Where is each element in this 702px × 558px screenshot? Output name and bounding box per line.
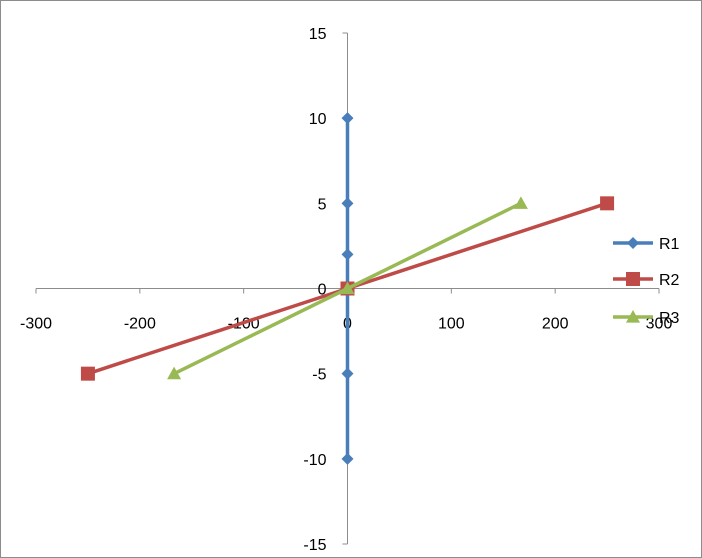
data-point-R1 [341,197,354,210]
legend-label: R2 [659,272,680,289]
y-tick-label: -10 [303,452,326,469]
legend-item-R1: R1 [613,236,680,253]
y-tick-label: 15 [309,26,327,43]
data-point-R3 [340,281,355,295]
series-R1 [341,112,354,465]
series-layer [80,112,615,465]
data-point-R1 [341,112,354,125]
data-point-R2 [80,366,95,381]
data-point-R1 [341,367,354,380]
x-tick-label: -300 [20,316,52,333]
legend-label: R3 [659,310,680,327]
legend-item-R2: R2 [613,272,680,289]
x-tick-label: -200 [124,316,156,333]
data-point-R2 [600,196,615,211]
series-R3 [167,196,528,380]
data-point-R3 [513,196,528,209]
legend-label: R1 [659,236,680,253]
data-point-R1 [341,452,354,465]
legend: R1 R2 R3 [613,236,680,327]
y-tick-label: -5 [312,367,326,384]
x-tick-label: 300 [646,316,673,333]
y-tick-label: 5 [318,196,327,213]
legend-item-R3: R3 [613,310,680,327]
data-point-R3 [167,366,182,380]
y-tick-label: -15 [303,537,326,554]
legend-swatch-marker [626,310,640,323]
y-tick-label: 10 [309,111,327,128]
x-tick-label: 100 [438,316,465,333]
legend-swatch-marker [627,237,639,249]
y-tick-label: 0 [318,282,327,299]
data-point-R1 [341,248,354,261]
legend-swatch-marker [626,272,640,286]
x-tick-label: 200 [542,316,569,333]
